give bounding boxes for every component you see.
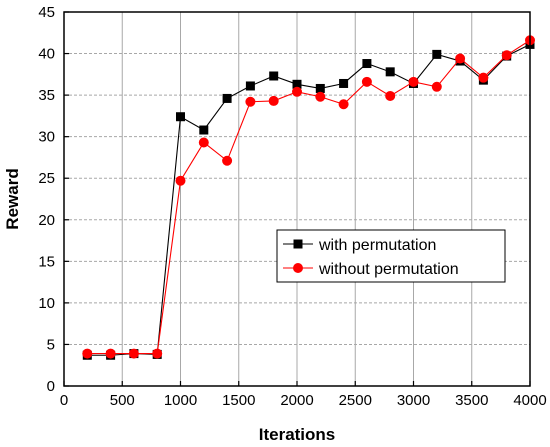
y-tick-label: 15 <box>38 253 55 270</box>
data-point <box>245 81 255 91</box>
x-tick-label: 1000 <box>164 392 197 409</box>
y-tick-label: 30 <box>38 129 55 146</box>
data-point <box>315 91 326 102</box>
legend-label: without permutation <box>318 261 459 278</box>
series-circle <box>82 35 535 359</box>
data-point <box>501 50 512 61</box>
grid <box>64 12 530 386</box>
data-point <box>361 76 372 87</box>
series-line <box>87 39 531 355</box>
data-point <box>128 348 139 359</box>
y-tick-label: 20 <box>38 212 55 229</box>
series-line <box>87 43 531 356</box>
data-point <box>478 72 489 83</box>
data-point <box>82 348 93 359</box>
legend-label: with permutation <box>318 237 436 254</box>
data-point <box>385 90 396 101</box>
data-point <box>338 99 349 110</box>
data-point <box>362 59 372 69</box>
x-tick-label: 2000 <box>280 392 313 409</box>
data-point <box>292 79 302 89</box>
data-point <box>199 125 209 135</box>
data-point <box>245 96 256 107</box>
x-tick-label: 2500 <box>339 392 372 409</box>
legend-box <box>276 229 506 283</box>
y-tick-label: 5 <box>47 336 55 353</box>
y-axis-title: Reward <box>3 168 22 229</box>
legend: with permutation without permutation <box>276 229 506 283</box>
y-tick-label: 40 <box>38 46 55 63</box>
x-tick-label: 3500 <box>455 392 488 409</box>
y-axis: 0 5 10 15 20 25 30 35 40 45 <box>38 4 69 395</box>
data-point <box>222 93 232 103</box>
data-point <box>222 155 233 166</box>
x-tick-label: 0 <box>60 392 68 409</box>
y-tick-label: 10 <box>38 295 55 312</box>
data-point <box>176 112 185 122</box>
y-tick-label: 25 <box>38 170 55 187</box>
x-axis-title: Iterations <box>259 425 336 444</box>
data-point <box>105 348 116 359</box>
x-tick-label: 3000 <box>397 392 430 409</box>
legend-marker <box>293 263 303 273</box>
series-layer <box>82 35 535 360</box>
data-point <box>455 53 466 64</box>
legend-entry: without permutation <box>283 261 459 278</box>
data-point <box>152 348 163 359</box>
series-square <box>82 39 535 360</box>
x-tick-label: 500 <box>110 392 135 409</box>
data-point <box>385 67 395 77</box>
legend-marker <box>293 239 303 249</box>
data-point <box>269 71 279 81</box>
data-point <box>268 95 279 106</box>
data-point <box>408 76 419 87</box>
y-tick-label: 35 <box>38 87 55 104</box>
data-point <box>339 78 349 88</box>
x-tick-label: 1500 <box>222 392 255 409</box>
data-point <box>198 137 209 148</box>
y-tick-label: 45 <box>38 4 55 21</box>
x-tick-label: 4000 <box>513 392 546 409</box>
data-point <box>431 81 442 92</box>
data-point <box>175 175 186 186</box>
data-point <box>432 49 442 59</box>
data-point <box>315 83 325 93</box>
x-axis: 0 500 1000 1500 2000 2500 3000 3500 4000 <box>60 381 547 409</box>
legend-entry: with permutation <box>283 237 436 254</box>
data-point <box>292 86 302 97</box>
y-tick-label: 0 <box>47 378 55 395</box>
